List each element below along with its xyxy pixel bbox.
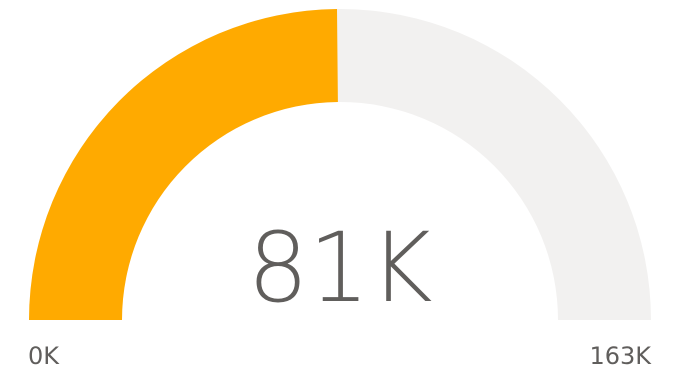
gauge-min-label: 0K [28, 342, 60, 370]
gauge-value-arc [29, 9, 338, 321]
gauge-value-label: 81K [247, 212, 432, 324]
gauge-max-label: 163K [589, 342, 652, 370]
